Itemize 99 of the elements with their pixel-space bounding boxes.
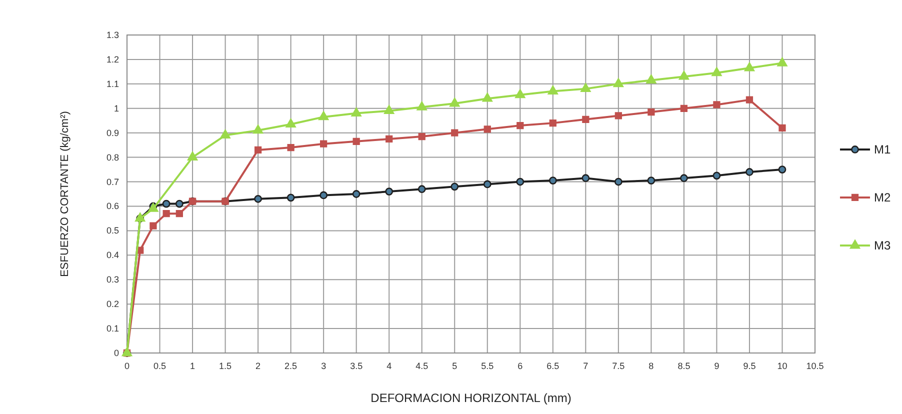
point [286, 194, 295, 202]
x-tick-label: 9.5 [743, 361, 756, 371]
point [614, 112, 622, 120]
point [678, 70, 690, 80]
y-tick-label: 1 [114, 103, 119, 114]
point [150, 222, 157, 230]
x-tick-label: 0.5 [154, 361, 166, 371]
point [418, 185, 426, 194]
point [385, 188, 394, 196]
point [548, 176, 557, 184]
point [162, 200, 170, 208]
x-tick-label: 1.5 [219, 361, 232, 371]
x-axis-title: DEFORMACION HORIZONTAL (mm) [370, 391, 572, 405]
x-tick-label: 7 [583, 361, 588, 371]
point [220, 130, 230, 138]
legend-label: M3 [874, 238, 891, 252]
x-tick-label: 8 [648, 361, 654, 371]
x-tick-label: 8.5 [678, 361, 690, 371]
point [580, 83, 591, 92]
point [318, 111, 329, 120]
point [648, 108, 655, 116]
y-tick-label: 0.5 [106, 226, 119, 236]
point [778, 166, 786, 174]
y-tick-label: 1.1 [106, 78, 119, 89]
point [614, 178, 622, 186]
x-tick-label: 6.5 [546, 361, 560, 371]
x-tick-label: 4.5 [416, 361, 428, 371]
x-tick-label: 5 [452, 361, 458, 371]
point [287, 144, 294, 152]
point [777, 57, 788, 66]
point [254, 194, 262, 203]
point [286, 118, 296, 128]
point [712, 172, 721, 180]
point [582, 174, 590, 182]
point [386, 135, 393, 143]
x-tick-label: 2 [256, 361, 261, 371]
x-tick-label: 3.5 [350, 361, 363, 371]
x-tick-label: 0 [124, 361, 130, 371]
point [680, 174, 688, 182]
x-tick-label: 5.5 [481, 361, 494, 371]
point [482, 92, 492, 102]
y-tick-label: 0.1 [106, 324, 119, 334]
x-tick-label: 3 [321, 361, 326, 371]
point [746, 168, 754, 176]
point [320, 191, 328, 200]
point [613, 78, 624, 88]
x-tick-label: 7.5 [612, 361, 625, 371]
y-tick-label: 0.2 [106, 299, 119, 310]
point [416, 101, 427, 110]
point [548, 85, 558, 94]
point [483, 180, 492, 188]
y-tick-label: 1.2 [106, 54, 119, 64]
y-axis-title: ESFUERZO CORTANTE (kg/cm²) [59, 111, 71, 277]
point [450, 98, 460, 107]
point [746, 96, 754, 104]
point [713, 101, 720, 108]
point [162, 210, 170, 218]
point [176, 210, 183, 218]
point [646, 74, 656, 84]
point [450, 182, 459, 191]
y-tick-label: 0.9 [106, 128, 119, 138]
x-tick-label: 10 [777, 361, 788, 371]
x-tick-label: 10.5 [806, 361, 824, 371]
y-tick-label: 0.4 [106, 250, 119, 260]
x-tick-label: 2.5 [284, 361, 298, 371]
point [254, 146, 262, 154]
point [516, 122, 524, 130]
point [451, 129, 458, 136]
legend-label: M2 [874, 190, 891, 204]
y-tick-label: 0.7 [106, 176, 119, 187]
point [484, 126, 491, 133]
point [320, 140, 328, 148]
y-tick-label: 0.8 [106, 152, 119, 162]
x-tick-label: 9 [714, 361, 720, 371]
point [582, 116, 590, 123]
x-tick-label: 6 [518, 361, 523, 371]
point [384, 105, 394, 114]
point [680, 104, 688, 112]
y-tick-label: 0.3 [106, 274, 119, 285]
point [744, 62, 755, 72]
point [352, 138, 360, 145]
point [778, 124, 786, 132]
point [647, 176, 656, 184]
point [418, 132, 426, 140]
point [352, 190, 360, 198]
point [712, 67, 722, 76]
point [549, 119, 556, 127]
y-tick-label: 0.6 [106, 201, 119, 212]
x-tick-label: 1 [190, 361, 196, 371]
point [252, 124, 264, 134]
y-tick-label: 0 [114, 348, 119, 358]
point [351, 108, 362, 116]
x-tick-label: 4 [386, 361, 392, 371]
point [515, 89, 526, 98]
point [175, 200, 184, 208]
point [187, 152, 198, 161]
y-tick-label: 1.3 [106, 30, 119, 40]
point [516, 178, 524, 186]
legend-label: M1 [874, 142, 891, 156]
